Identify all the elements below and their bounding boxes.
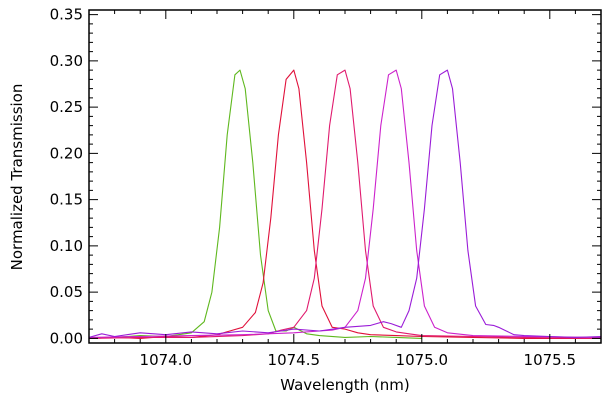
plot-frame [88, 9, 602, 344]
series-layer [88, 69, 602, 339]
x-axis-label: Wavelength (nm) [280, 376, 410, 394]
x-tick-label: 1075.0 [396, 351, 449, 369]
series-line-2 [88, 69, 601, 339]
y-ticks: 0.00 0.05 0.10 0.15 0.20 0.25 0.30 0.35 [50, 6, 601, 347]
series-line-5 [88, 69, 602, 338]
y-tick-label: 0.30 [50, 52, 83, 70]
y-tick-label: 0.10 [50, 237, 83, 255]
x-ticks: 1074.0 1074.5 1075.0 1075.5 [88, 10, 602, 369]
y-tick-label: 0.15 [50, 191, 83, 209]
y-tick-label: 0.25 [50, 98, 83, 116]
y-tick-label: 0.20 [50, 144, 83, 162]
x-tick-label: 1074.0 [140, 351, 193, 369]
y-tick-label: 0.35 [50, 6, 83, 24]
series-line-1 [88, 69, 422, 339]
y-tick-label: 0.00 [50, 329, 83, 347]
series-line-4 [88, 69, 602, 338]
y-axis-label: Normalized Transmission [8, 84, 26, 271]
x-tick-label: 1074.5 [268, 351, 321, 369]
series-line-3 [88, 69, 602, 339]
y-tick-label: 0.05 [50, 283, 83, 301]
x-tick-label: 1075.5 [524, 351, 577, 369]
